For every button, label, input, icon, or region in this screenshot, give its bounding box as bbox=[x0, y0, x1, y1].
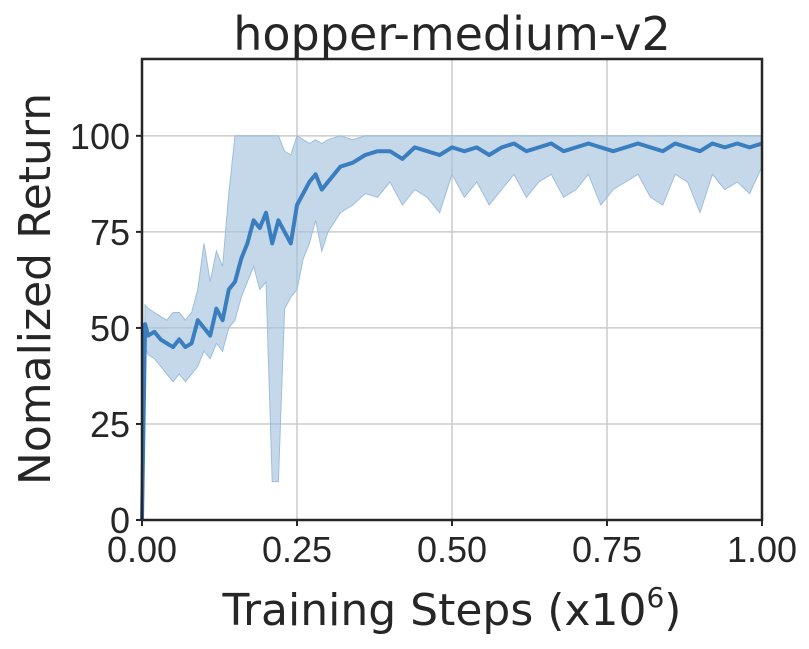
ticks: 0.00 0.25 0.50 0.75 1.00 0 25 50 75 100 bbox=[70, 116, 797, 570]
series-line bbox=[140, 141, 763, 521]
x-axis-label-exponent: 6 bbox=[646, 581, 664, 614]
x-axis-label-close: ) bbox=[664, 585, 681, 636]
chart-title: hopper-medium-v2 bbox=[233, 7, 670, 61]
y-tick-label: 75 bbox=[90, 212, 130, 253]
x-tick-label: 0.75 bbox=[572, 529, 642, 570]
y-tick-label: 25 bbox=[90, 404, 130, 445]
x-axis-label: Training Steps (x106) bbox=[222, 581, 682, 636]
x-axis-label-main: Training Steps (x10 bbox=[222, 585, 647, 636]
y-tick-label: 50 bbox=[90, 308, 130, 349]
y-tick-label: 0 bbox=[110, 500, 130, 541]
y-tick-label: 100 bbox=[70, 116, 130, 157]
x-tick-label: 0.00 bbox=[107, 529, 177, 570]
x-tick-label: 1.00 bbox=[727, 529, 797, 570]
x-tick-label: 0.50 bbox=[417, 529, 487, 570]
x-tick-label: 0.25 bbox=[262, 529, 332, 570]
y-axis-label: Nomalized Return bbox=[10, 93, 61, 485]
